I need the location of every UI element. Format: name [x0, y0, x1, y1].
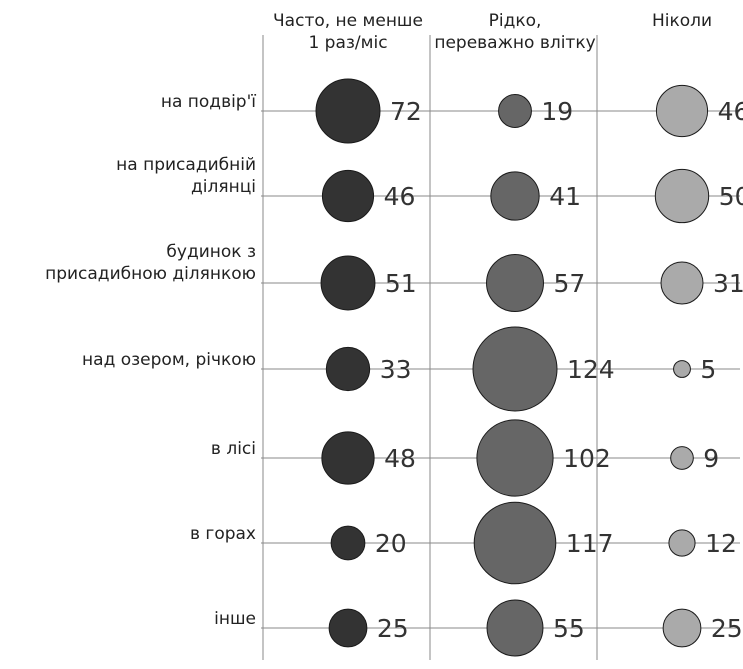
bubble-c1-r5	[321, 431, 375, 485]
bubble-c2-r2	[490, 171, 540, 221]
bubble-c1-r4	[325, 346, 371, 392]
value-label-c2-r6: 117	[566, 529, 614, 558]
row-label-6-line-1: в горах	[190, 524, 256, 544]
row-label-2-line-1: на присадибній	[116, 155, 256, 175]
row-label-2-line-2: ділянці	[191, 177, 256, 197]
value-label-c1-r4: 33	[380, 355, 412, 384]
column-header-1-line-1: Часто, не менше	[273, 11, 423, 31]
row-label-4-line-1: над озером, річкою	[82, 350, 256, 370]
row-label-7-line-1: інше	[214, 609, 256, 629]
value-label-c1-r7: 25	[377, 614, 409, 643]
value-label-c2-r3: 57	[554, 269, 586, 298]
bubble-c1-r1	[315, 78, 381, 144]
bubble-c2-r6	[473, 501, 557, 585]
bubble-c1-r2	[321, 169, 375, 223]
bubble-c3-r4	[673, 360, 691, 378]
value-label-c1-r2: 46	[384, 182, 416, 211]
value-label-c3-r1: 46	[718, 97, 743, 126]
column-header-2-line-2: переважно влітку	[434, 33, 595, 53]
row-label-3-line-2: присадибною ділянкою	[45, 264, 256, 284]
bubble-c3-r6	[668, 529, 696, 557]
bubble-c2-r7	[486, 599, 544, 657]
bubble-c3-r3	[660, 261, 704, 305]
column-header-3-line-1: Ніколи	[652, 11, 712, 31]
value-label-c1-r6: 20	[375, 529, 407, 558]
bubble-c1-r3	[320, 255, 376, 311]
column-header-1-line-2: 1 раз/міс	[308, 33, 387, 53]
value-label-c2-r5: 102	[563, 444, 611, 473]
value-label-c2-r1: 19	[541, 97, 573, 126]
bubble-c3-r5	[670, 446, 694, 470]
bubble-c1-r6	[330, 525, 366, 561]
bubble-c2-r5	[476, 419, 554, 497]
value-label-c3-r6: 12	[705, 529, 737, 558]
value-label-c2-r4: 124	[567, 355, 615, 384]
value-label-c3-r7: 25	[711, 614, 743, 643]
value-label-c2-r7: 55	[553, 614, 585, 643]
value-label-c2-r2: 41	[549, 182, 581, 211]
value-label-c3-r3: 31	[713, 269, 743, 298]
bubble-c3-r7	[662, 608, 702, 648]
bubble-c2-r3	[486, 254, 544, 312]
value-label-c1-r1: 72	[390, 97, 422, 126]
bubble-c3-r2	[654, 168, 710, 224]
value-label-c3-r5: 9	[703, 444, 719, 473]
bubble-c2-r4	[472, 326, 558, 412]
row-label-1-line-1: на подвір'ї	[161, 92, 256, 112]
value-label-c1-r3: 51	[385, 269, 417, 298]
bubble-c3-r1	[655, 84, 709, 138]
bubble-c2-r1	[498, 94, 532, 128]
row-label-5-line-1: в лісі	[211, 439, 256, 459]
bubble-c1-r7	[328, 608, 368, 648]
row-label-3-line-1: будинок з	[166, 242, 256, 262]
value-label-c1-r5: 48	[384, 444, 416, 473]
value-label-c3-r4: 5	[700, 355, 716, 384]
column-header-2-line-1: Рідко,	[489, 11, 542, 31]
value-label-c3-r2: 50	[719, 182, 743, 211]
